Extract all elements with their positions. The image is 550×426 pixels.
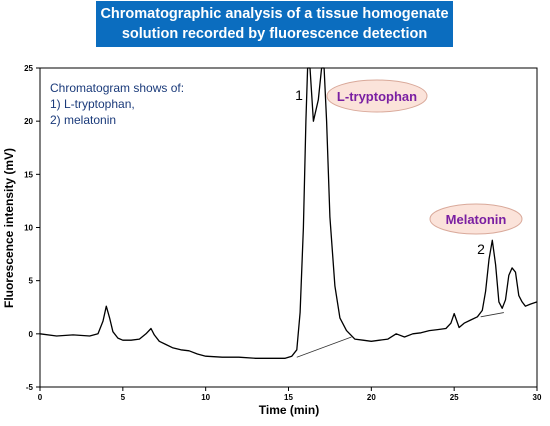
legend: Chromatogram shows of: 1) L-tryptophan, … (50, 81, 184, 127)
peak-name-2: Melatonin (446, 212, 507, 227)
peak-number-1: 1 (295, 87, 303, 103)
legend-heading: Chromatogram shows of: (50, 81, 184, 95)
peak-name-1: L-tryptophan (337, 89, 417, 104)
x-tick-label: 30 (533, 393, 542, 402)
integration-baselines (296, 312, 504, 358)
peak-labels: 1 L-tryptophan 2 Melatonin (295, 79, 523, 257)
series-line (39, 67, 538, 359)
y-tick-label: 25 (24, 64, 33, 73)
x-axis-label: Time (min) (259, 403, 319, 417)
y-tick-label: 15 (24, 170, 33, 179)
legend-item-1: 1) L-tryptophan, (50, 97, 135, 111)
legend-item-2: 2) melatonin (50, 113, 116, 127)
y-tick-label: 0 (29, 330, 34, 339)
x-tick-label: 20 (367, 393, 376, 402)
y-axis: -5 0 5 10 15 20 25 (24, 64, 40, 392)
x-tick-label: 25 (450, 393, 459, 402)
chart-title-line-2: solution recorded by fluorescence detect… (121, 26, 428, 42)
y-axis-label: Fluorescence intensity (mV) (2, 148, 16, 308)
integration-baseline (296, 336, 352, 358)
x-tick-label: 5 (121, 393, 126, 402)
x-tick-label: 10 (201, 393, 210, 402)
series-group (39, 67, 538, 359)
x-tick-label: 15 (284, 393, 293, 402)
y-tick-label: 10 (24, 224, 33, 233)
peak-number-2: 2 (477, 241, 485, 257)
y-tick-label: 20 (24, 117, 33, 126)
x-axis: 0 5 10 15 20 25 30 (38, 387, 542, 402)
integration-baseline (480, 312, 504, 318)
peak-name-bubble-1 (326, 79, 428, 113)
chart-title: Chromatographic analysis of a tissue hom… (96, 1, 453, 47)
peak-name-bubble-2 (429, 203, 523, 235)
x-tick-label: 0 (38, 393, 43, 402)
chart-title-line-1: Chromatographic analysis of a tissue hom… (100, 6, 449, 22)
y-tick-label: -5 (26, 383, 34, 392)
y-tick-label: 5 (29, 277, 34, 286)
